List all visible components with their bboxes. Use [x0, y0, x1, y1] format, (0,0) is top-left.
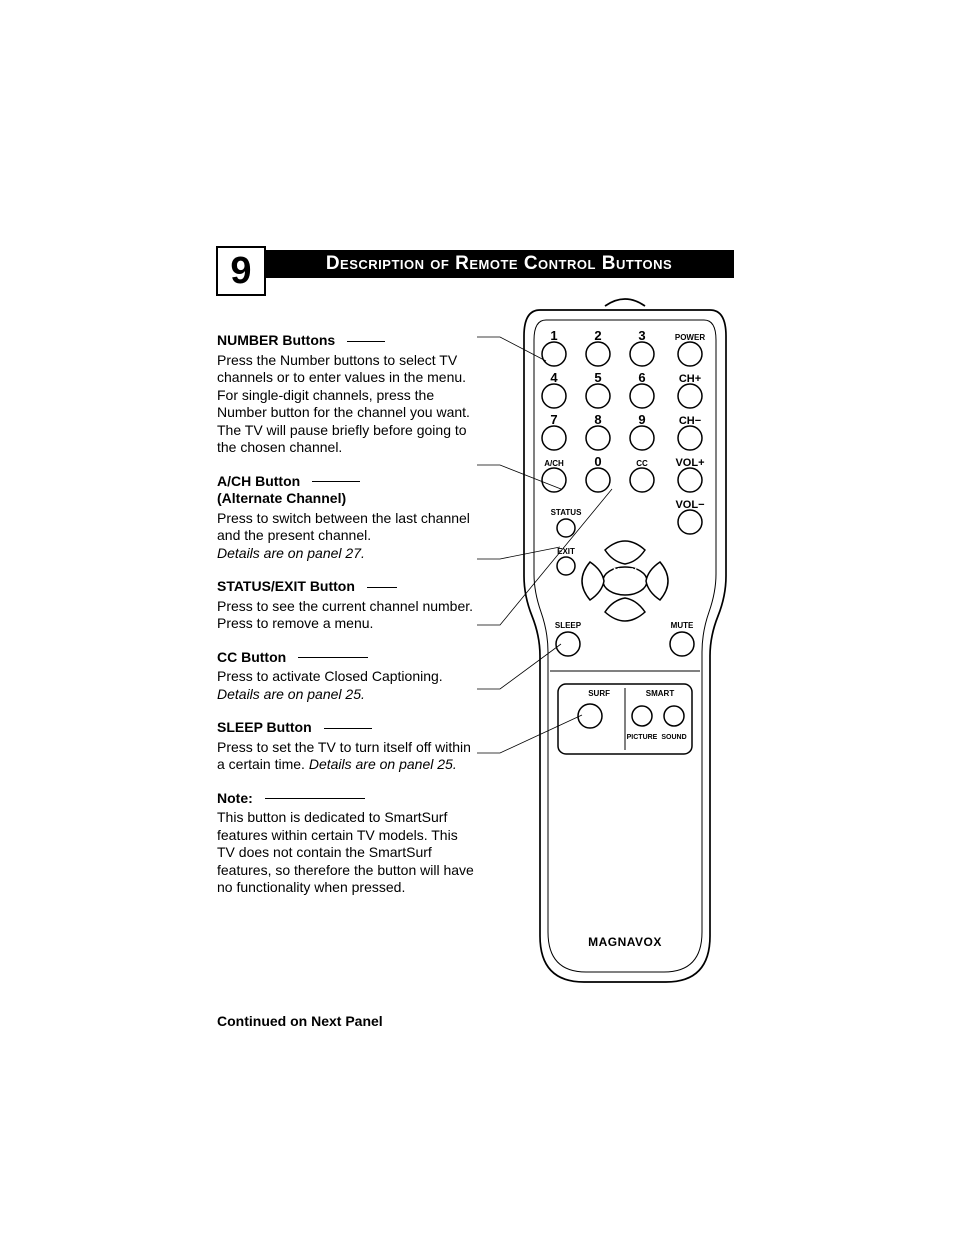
- description-column: NUMBER Buttons Press the Number buttons t…: [217, 332, 477, 913]
- entry-status: STATUS/EXIT Button Press to see the curre…: [217, 578, 477, 633]
- smart-label: SMART: [646, 689, 675, 698]
- entry-number: NUMBER Buttons Press the Number buttons t…: [217, 332, 477, 457]
- entry-body-status: Press to see the current channel number.…: [217, 598, 477, 633]
- entry-note: Note: This button is dedicated to SmartSu…: [217, 790, 477, 897]
- num-4-button: [542, 384, 566, 408]
- entry-title-cc: CC Button: [217, 649, 292, 665]
- ch-up-label: CH+: [679, 373, 701, 385]
- remote-illustration: 1 2 3 4 5 6 7 8 9 A/CH 0 CC POWER CH+ CH− VOL+ VOL− ST…: [510, 296, 740, 996]
- num-3-button: [630, 342, 654, 366]
- picture-label: PICTURE: [627, 734, 658, 741]
- num-6-button: [630, 384, 654, 408]
- entry-title-rule-ach: [312, 481, 360, 482]
- entry-title-sleep: SLEEP Button: [217, 719, 318, 735]
- entry-title-rule-note: [265, 798, 365, 799]
- num-0-button: [586, 468, 610, 492]
- num-3-label: 3: [638, 328, 645, 343]
- menu-label: MENU: [613, 567, 637, 576]
- entry-detail-cc: Details are on panel 25.: [217, 686, 477, 704]
- section-number-box: 9: [216, 246, 266, 296]
- vol-up-label: VOL+: [675, 457, 704, 469]
- entry-title-status: STATUS/EXIT Button: [217, 578, 361, 594]
- exit-button: [557, 557, 575, 575]
- num-9-button: [630, 426, 654, 450]
- num-7-label: 7: [550, 412, 557, 427]
- num-6-label: 6: [638, 370, 645, 385]
- status-label: STATUS: [551, 508, 582, 517]
- entry-title-rule-number: [347, 341, 385, 342]
- entry-title-note: Note:: [217, 790, 259, 806]
- sound-label: SOUND: [661, 734, 686, 741]
- num-1-button: [542, 342, 566, 366]
- exit-label: EXIT: [557, 547, 575, 556]
- entry-title-rule-sleep: [324, 728, 372, 729]
- entry-detail-ach: Details are on panel 27.: [217, 545, 477, 563]
- entry-body-ach: Press to switch between the last channel…: [217, 510, 477, 545]
- entry-cc: CC Button Press to activate Closed Captio…: [217, 649, 477, 704]
- ch-down-button: [678, 426, 702, 450]
- power-button: [678, 342, 702, 366]
- num-9-label: 9: [638, 412, 645, 427]
- surf-label: SURF: [588, 689, 610, 698]
- ach-button: [542, 468, 566, 492]
- ch-up-button: [678, 384, 702, 408]
- num-0-label: 0: [594, 454, 601, 469]
- status-button: [557, 519, 575, 537]
- ach-label: A/CH: [544, 459, 564, 468]
- entry-title-rule-cc: [298, 657, 368, 658]
- num-2-button: [586, 342, 610, 366]
- entry-title-rule-status: [367, 587, 397, 588]
- num-8-button: [586, 426, 610, 450]
- section-number: 9: [230, 252, 251, 290]
- entry-detail-sleep: Details are on panel 25.: [305, 756, 457, 772]
- vol-up-button: [678, 468, 702, 492]
- entry-ach: A/CH Button(Alternate Channel) Press to s…: [217, 473, 477, 563]
- num-4-label: 4: [550, 370, 558, 385]
- num-5-label: 5: [594, 370, 601, 385]
- mute-button: [670, 632, 694, 656]
- num-2-label: 2: [594, 328, 601, 343]
- mute-label: MUTE: [671, 621, 694, 630]
- page-title: Description of Remote Control Buttons: [326, 253, 672, 275]
- cc-button: [630, 468, 654, 492]
- callout-lines: [0, 0, 954, 1235]
- brand-label: MAGNAVOX: [588, 935, 662, 949]
- continued-note: Continued on Next Panel: [217, 1013, 383, 1029]
- vol-down-button: [678, 510, 702, 534]
- surf-button: [578, 704, 602, 728]
- cc-label: CC: [636, 459, 648, 468]
- entry-body-cc: Press to activate Closed Captioning.: [217, 668, 477, 686]
- sleep-button: [556, 632, 580, 656]
- num-7-button: [542, 426, 566, 450]
- entry-subtitle-ach: (Alternate Channel): [217, 490, 477, 508]
- sleep-label: SLEEP: [555, 621, 582, 630]
- ch-down-label: CH−: [679, 415, 701, 427]
- vol-down-label: VOL−: [675, 499, 704, 511]
- entry-body-sleep: Press to set the TV to turn itself off w…: [217, 739, 477, 774]
- smart-sound-button: [664, 706, 684, 726]
- entry-title-number: NUMBER Buttons: [217, 332, 341, 348]
- num-5-button: [586, 384, 610, 408]
- entry-body-note: This button is dedicated to SmartSurf fe…: [217, 809, 477, 897]
- entry-sleep: SLEEP Button Press to set the TV to turn …: [217, 719, 477, 774]
- entry-body-number: Press the Number buttons to select TV ch…: [217, 352, 477, 457]
- smart-picture-button: [632, 706, 652, 726]
- title-bar: Description of Remote Control Buttons: [264, 250, 734, 278]
- num-8-label: 8: [594, 412, 601, 427]
- num-1-label: 1: [550, 328, 557, 343]
- entry-title-ach: A/CH Button: [217, 473, 306, 489]
- power-label: POWER: [675, 333, 705, 342]
